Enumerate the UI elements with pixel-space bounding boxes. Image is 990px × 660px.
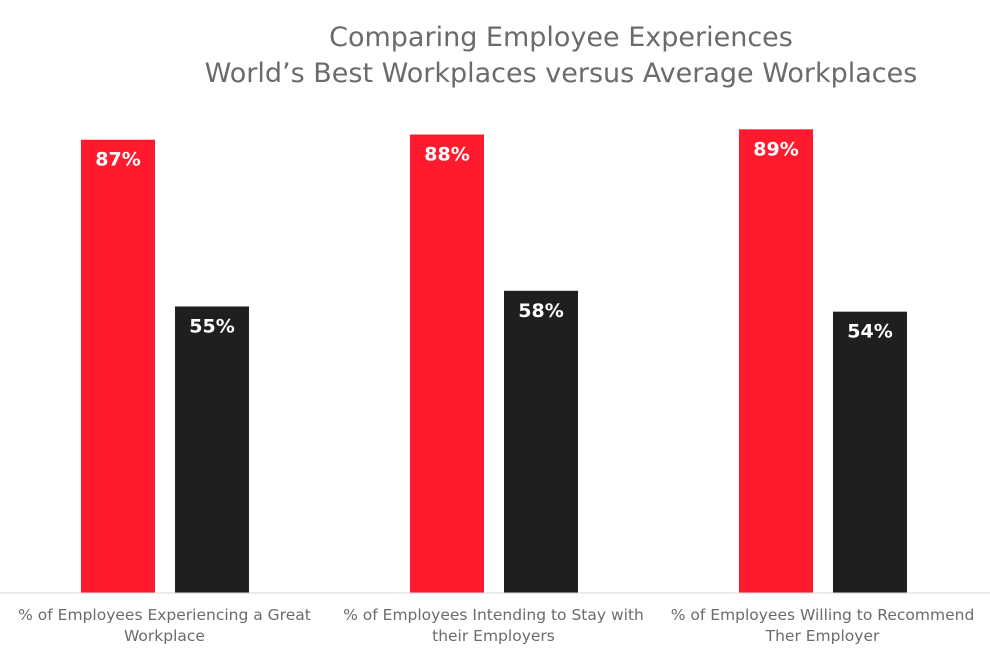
bar-series-2-category-3 bbox=[833, 311, 907, 593]
bar-value-label-series-2-category-2: 58% bbox=[518, 300, 563, 322]
bar-series-1-category-2 bbox=[410, 134, 484, 593]
category-label-2-line-2: their Employers bbox=[432, 627, 555, 645]
bar-value-label-series-1-category-1: 87% bbox=[95, 149, 140, 171]
bar-series-1-category-1 bbox=[81, 139, 155, 594]
chart-subtitle: World’s Best Workplaces versus Average W… bbox=[205, 58, 918, 89]
bar-value-label-series-2-category-3: 54% bbox=[847, 321, 892, 343]
bar-value-label-series-1-category-2: 88% bbox=[424, 144, 469, 166]
bar-value-label-series-1-category-3: 89% bbox=[753, 138, 798, 160]
category-label-3-line-2: Ther Employer bbox=[765, 627, 880, 645]
category-label-1-line-2: Workplace bbox=[124, 627, 205, 645]
bar-value-label-series-2-category-1: 55% bbox=[189, 315, 234, 337]
bar-series-2-category-1 bbox=[175, 306, 249, 593]
category-labels-layer: % of Employees Experiencing a Great Workp… bbox=[18, 606, 974, 645]
chart-title: Comparing Employee Experiences bbox=[329, 22, 793, 53]
category-label-1-line-1: % of Employees Experiencing a Great bbox=[18, 606, 311, 624]
bars-layer: 87% 88% 89% 55% 58% 54% bbox=[81, 129, 907, 594]
category-label-3-line-1: % of Employees Willing to Recommend bbox=[671, 606, 975, 624]
bar-series-2-category-2 bbox=[504, 290, 578, 593]
bar-series-1-category-3 bbox=[739, 129, 813, 593]
category-label-2-line-1: % of Employees Intending to Stay with bbox=[343, 606, 644, 624]
